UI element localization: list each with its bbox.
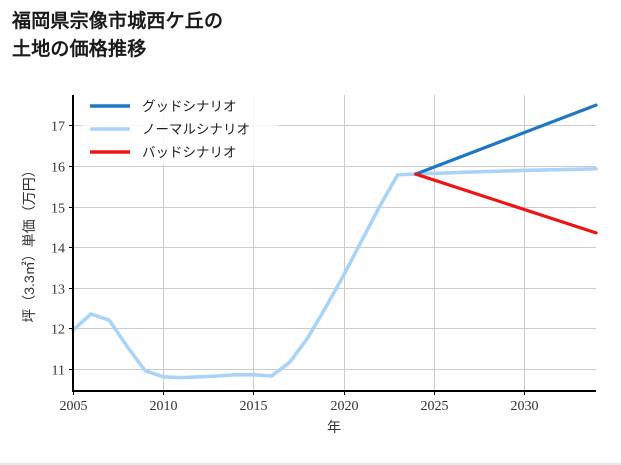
series-line-good (414, 103, 598, 176)
series-line-normal (71, 167, 598, 380)
legend-label-1: ノーマルシナリオ (142, 122, 250, 137)
y-tick-label: 12 (51, 323, 65, 338)
series-group (71, 103, 598, 380)
x-axis-label: 年 (327, 419, 341, 435)
y-tick-label: 13 (51, 283, 65, 298)
x-tick-label: 2010 (150, 399, 178, 414)
x-tick-label: 2025 (421, 399, 449, 414)
x-tick-label: 2030 (511, 399, 539, 414)
y-tick-label: 11 (52, 364, 65, 379)
x-tick-label: 2020 (331, 399, 359, 414)
y-tick-label: 17 (51, 120, 65, 135)
y-tick-label: 16 (51, 161, 65, 176)
x-tick-label: 2005 (60, 399, 88, 414)
chart-title: 福岡県宗像市城西ケ丘の 土地の価格推移 (12, 11, 224, 60)
legend-label-2: バッドシナリオ (142, 145, 237, 160)
series-line-bad (414, 172, 598, 235)
y-axis-label: 坪（3.3㎡）単価（万円） (21, 163, 37, 322)
axis-spines (71, 95, 596, 393)
gridlines-group (73, 95, 596, 391)
y-tick-group: 11 12 13 14 15 16 17 (51, 120, 73, 379)
y-tick-label: 14 (51, 242, 65, 257)
x-tick-group: 2005 2010 2015 2020 2025 2030 (60, 391, 539, 414)
y-tick-label: 15 (51, 202, 65, 217)
x-tick-label: 2015 (240, 399, 268, 414)
legend-label-0: グッドシナリオ (142, 99, 237, 114)
